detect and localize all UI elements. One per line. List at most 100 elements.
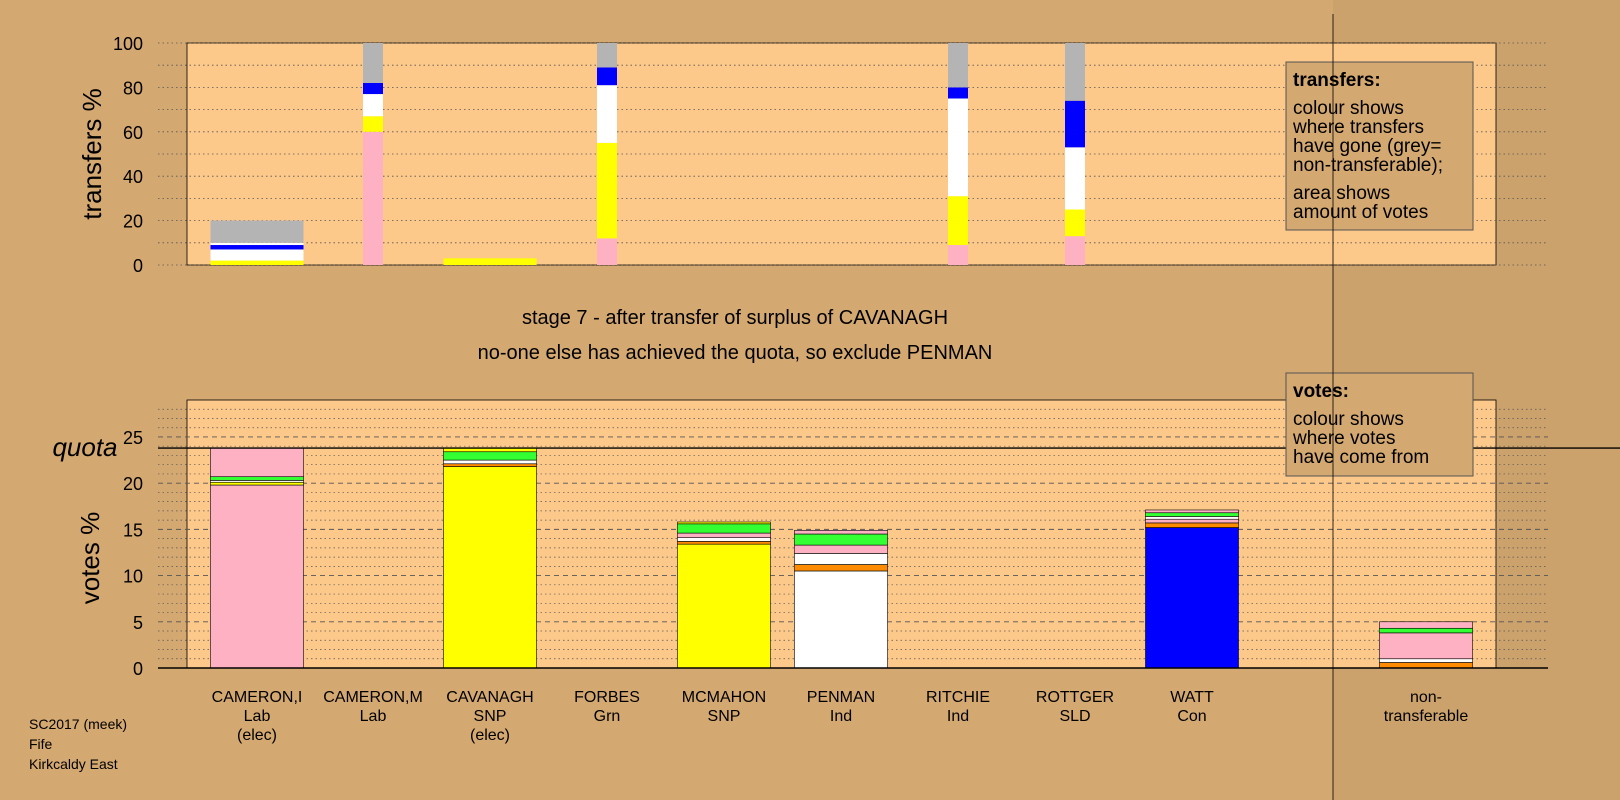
footer-election: SC2017 (meek) xyxy=(29,716,127,732)
vote-segment xyxy=(210,476,304,481)
candidate-label: CAMERON,I xyxy=(212,689,303,706)
candidate-label: Grn xyxy=(594,708,621,725)
transfer-segment xyxy=(363,116,383,132)
vote-segment xyxy=(677,532,771,538)
candidate-label: SNP xyxy=(474,708,507,725)
transfers-legend: transfers: colour shows where transfers … xyxy=(1285,61,1474,231)
vote-segment xyxy=(794,553,888,565)
transfer-segment xyxy=(948,245,968,265)
transfer-segment xyxy=(1065,43,1085,101)
candidate-label: SLD xyxy=(1059,708,1090,725)
y-tick-label: 40 xyxy=(123,167,143,187)
vote-segment xyxy=(1145,518,1239,524)
transfers-legend-title: transfers: xyxy=(1293,70,1381,91)
transfers-plot-area xyxy=(186,42,1497,266)
y-tick-label: 0 xyxy=(133,256,143,276)
vote-segment xyxy=(1145,527,1239,669)
transfer-segment xyxy=(597,43,617,68)
vote-segment xyxy=(443,466,537,669)
stage-action: no-one else has achieved the quota, so e… xyxy=(478,342,993,364)
vote-segment xyxy=(1379,632,1473,660)
transfer-segment xyxy=(1065,236,1085,265)
votes-bars xyxy=(210,447,1473,669)
y-tick-label: 20 xyxy=(123,474,143,494)
candidate-label: Ind xyxy=(947,708,969,725)
transfer-segment xyxy=(948,98,968,197)
vote-segment xyxy=(1379,621,1473,629)
vote-segment xyxy=(1145,522,1239,528)
transfers-legend-box xyxy=(1285,61,1474,231)
votes-legend-line: colour shows xyxy=(1293,409,1404,430)
vote-segment xyxy=(210,484,304,669)
y-tick-label: 10 xyxy=(123,567,143,587)
vote-segment xyxy=(210,481,304,486)
transfer-segment xyxy=(443,258,537,265)
candidate-label: SNP xyxy=(708,708,741,725)
candidate-label: WATT xyxy=(1170,689,1214,706)
transfer-segment xyxy=(210,245,304,250)
transfers-legend-line: area shows xyxy=(1293,183,1390,204)
transfer-segment xyxy=(1065,147,1085,210)
candidate-label: RITCHIE xyxy=(926,689,990,706)
stage-description: stage 7 - after transfer of surplus of C… xyxy=(522,307,948,329)
transfer-segment xyxy=(363,82,383,95)
transfers-legend-line: have gone (grey= xyxy=(1293,136,1441,157)
y-tick-label: 0 xyxy=(133,659,143,679)
candidate-label: (elec) xyxy=(470,727,510,744)
vote-segment xyxy=(1145,512,1239,517)
transfer-segment xyxy=(597,238,617,265)
vote-segment xyxy=(794,544,888,554)
transfer-segment xyxy=(597,67,617,86)
candidate-label: transferable xyxy=(1384,708,1469,725)
transfer-segment xyxy=(597,142,617,239)
vote-segment xyxy=(1379,627,1473,634)
transfers-bars xyxy=(210,43,1085,265)
vote-segment xyxy=(1145,516,1239,520)
votes-legend-title: votes: xyxy=(1293,381,1349,402)
transfer-segment xyxy=(210,242,304,246)
y-tick-label: 20 xyxy=(123,212,143,232)
transfer-segment xyxy=(210,260,304,265)
transfer-segment xyxy=(597,85,617,143)
y-tick-label: 15 xyxy=(123,520,143,540)
candidate-label: Con xyxy=(1177,708,1206,725)
candidate-label: Lab xyxy=(360,708,387,725)
y-tick-label: 60 xyxy=(123,123,143,143)
y-tick-label: 25 xyxy=(123,428,143,448)
vote-segment xyxy=(1379,658,1473,663)
transfer-segment xyxy=(210,220,304,243)
candidate-label: MCMAHON xyxy=(682,689,766,706)
transfer-segment xyxy=(363,131,383,265)
vote-segment xyxy=(443,463,537,467)
transfer-segment xyxy=(210,249,304,261)
y-tick-label: 80 xyxy=(123,78,143,98)
quota-label: quota xyxy=(52,432,117,462)
y-tick-label: 100 xyxy=(113,34,143,54)
transfers-panel: 0 20 40 60 80 100 transfers % transfers: colo… xyxy=(77,34,1548,276)
vote-segment xyxy=(677,543,771,669)
votes-legend-line: have come from xyxy=(1293,447,1429,468)
vote-segment xyxy=(443,451,537,461)
vote-segment xyxy=(1145,509,1239,514)
candidate-label: ROTTGER xyxy=(1036,689,1114,706)
candidate-label: FORBES xyxy=(574,689,640,706)
transfer-segment xyxy=(363,43,383,83)
candidate-label: Lab xyxy=(244,708,271,725)
transfers-legend-line: non-transferable); xyxy=(1293,155,1443,176)
vote-segment xyxy=(1379,662,1473,669)
votes-legend-box xyxy=(1285,372,1474,477)
transfer-segment xyxy=(948,87,968,99)
vote-segment xyxy=(794,564,888,572)
candidate-label: non- xyxy=(1410,689,1442,706)
vote-segment xyxy=(210,447,304,478)
candidate-label: Ind xyxy=(830,708,852,725)
votes-y-ticks: 0 5 10 15 20 25 xyxy=(123,428,143,679)
vote-segment xyxy=(794,530,888,535)
transfers-y-ticks: 0 20 40 60 80 100 xyxy=(113,34,143,276)
transfer-segment xyxy=(1065,100,1085,148)
votes-y-axis-title: votes % xyxy=(75,512,105,605)
candidate-label: CAVANAGH xyxy=(446,689,533,706)
transfers-y-axis-title: transfers % xyxy=(77,88,107,220)
footer-council: Fife xyxy=(29,736,53,752)
